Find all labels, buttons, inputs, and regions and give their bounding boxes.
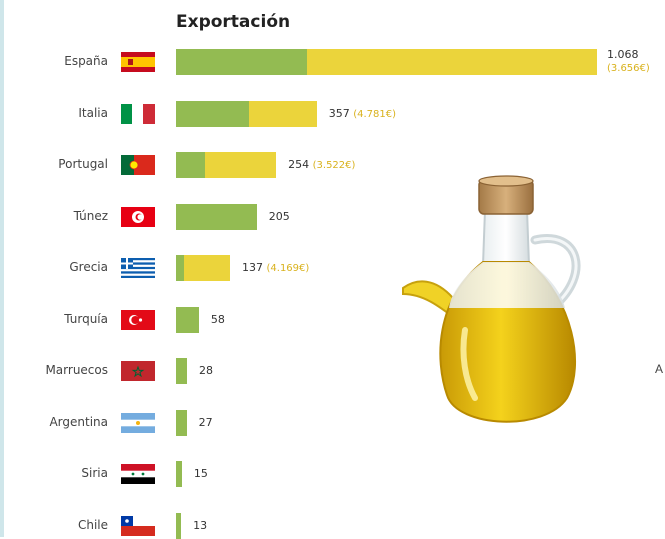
value-number: 28 xyxy=(199,364,214,377)
value-label: 15 xyxy=(194,467,208,480)
morocco-flag xyxy=(121,361,155,381)
chart-title: Exportación xyxy=(176,12,291,32)
value-number: 27 xyxy=(198,415,213,429)
value-label: 27 xyxy=(199,416,213,429)
edge-letter: A xyxy=(655,362,664,376)
value-label: 205 xyxy=(269,210,290,223)
argentina-flag xyxy=(121,412,155,433)
value-label: 254 (3.522€) xyxy=(288,158,355,171)
country-label: Chile xyxy=(77,517,108,532)
country-label: Turquía xyxy=(64,311,108,326)
value-label: 28 xyxy=(199,364,213,377)
country-label: Túnez xyxy=(73,208,108,223)
edge-strip xyxy=(0,0,4,537)
olive-oil-jug-icon xyxy=(402,175,581,423)
portugal-flag xyxy=(121,155,155,175)
bar-segment-green xyxy=(176,255,184,281)
bar-segment-yellow xyxy=(205,152,277,178)
bar-segment-green xyxy=(176,512,182,539)
value-euro: (3.656€) xyxy=(607,63,650,74)
bar-segment-green xyxy=(176,306,199,333)
country-label: Siria xyxy=(81,466,108,480)
chile-flag xyxy=(121,515,155,536)
value-euro: (3.522€) xyxy=(312,160,356,171)
value-label: 1.068 (3.656€) xyxy=(607,48,650,76)
bar-segment-green xyxy=(176,461,182,487)
value-label: 13 xyxy=(193,519,207,532)
value-label: 137 (4.169€) xyxy=(242,261,309,274)
value-number: 205 xyxy=(268,209,290,223)
value-number: 254 xyxy=(288,158,310,171)
value-euro: (4.169€) xyxy=(266,263,310,274)
country-label: Argentina xyxy=(49,414,108,429)
bar-segment-green xyxy=(176,203,257,230)
bar-segment-green xyxy=(176,409,187,436)
greece-flag xyxy=(121,258,155,278)
italy-flag xyxy=(121,103,155,124)
value-label: 357 (4.781€) xyxy=(329,107,396,120)
syria-flag xyxy=(121,464,155,484)
value-number: 1.068 xyxy=(607,48,639,61)
spain-flag xyxy=(121,52,155,72)
bar-segment-yellow xyxy=(249,100,317,127)
bar-segment-green xyxy=(176,49,307,75)
tunisia-flag xyxy=(121,206,155,227)
bar-segment-green xyxy=(176,358,188,384)
country-label: Grecia xyxy=(69,260,108,274)
country-label: Italia xyxy=(78,105,108,120)
value-label: 58 xyxy=(211,313,225,326)
bar-segment-green xyxy=(176,100,250,127)
country-label: Marruecos xyxy=(45,363,108,377)
value-number: 13 xyxy=(193,518,208,532)
value-number: 137 xyxy=(242,261,263,274)
bar-segment-yellow xyxy=(183,255,230,281)
turkey-flag xyxy=(121,309,155,330)
value-number: 58 xyxy=(210,312,225,326)
country-label: Portugal xyxy=(58,157,108,171)
country-label: España xyxy=(64,54,108,68)
bar-segment-green xyxy=(176,152,206,178)
value-number: 357 xyxy=(328,106,350,120)
value-number: 15 xyxy=(193,467,208,480)
value-euro: (4.781€) xyxy=(353,108,397,120)
bar-segment-yellow xyxy=(306,49,597,75)
